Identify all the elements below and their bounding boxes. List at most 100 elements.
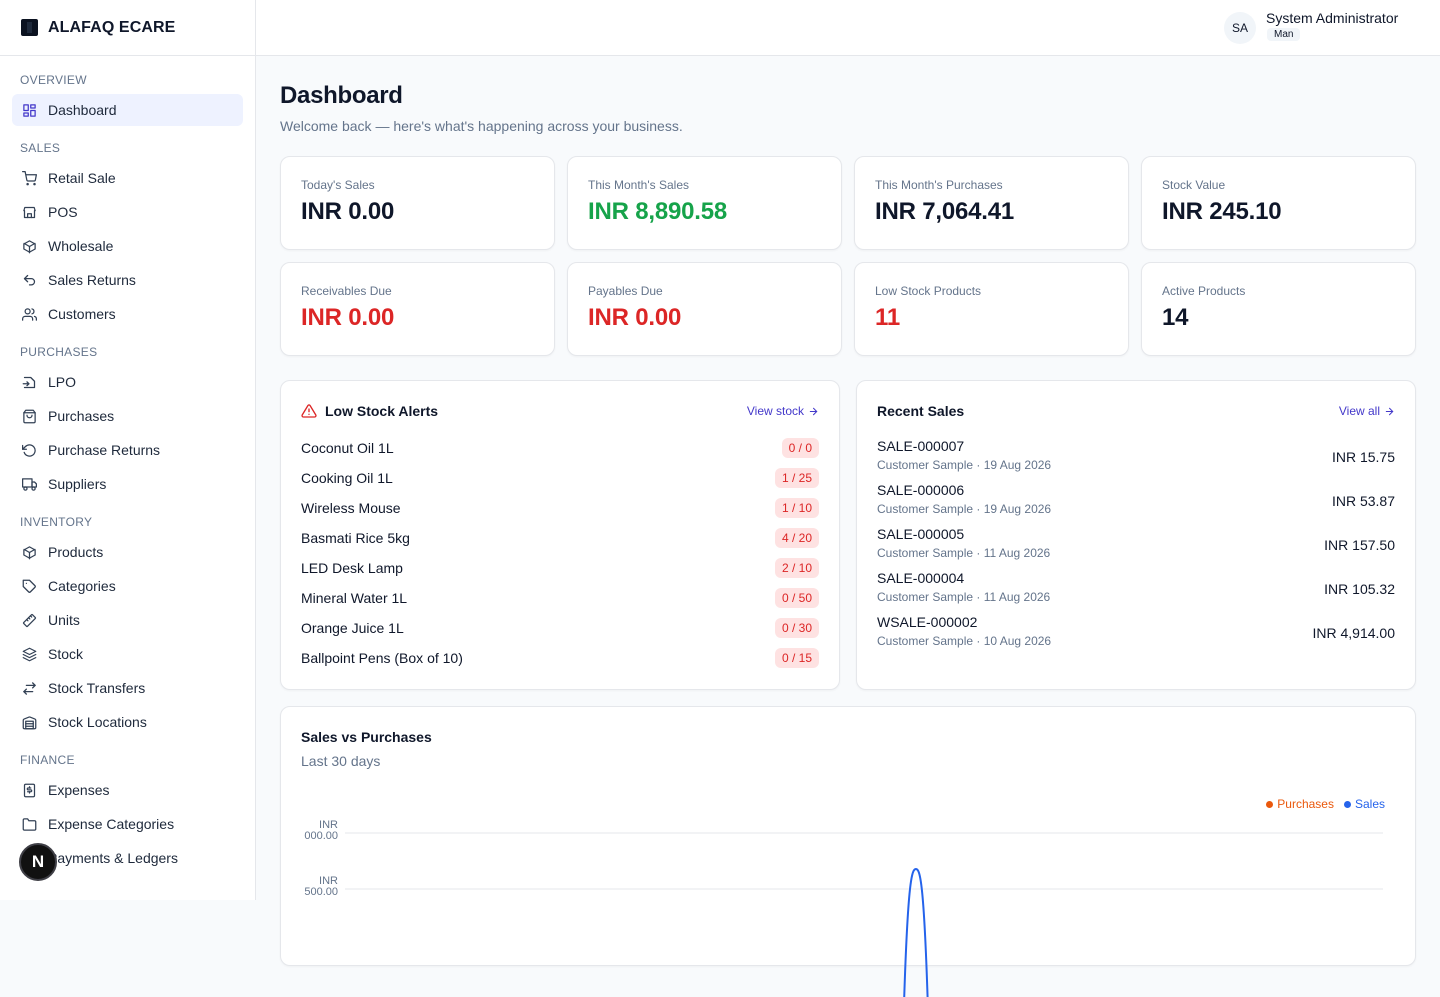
- recent-sale-row[interactable]: SALE-000006 Customer Sample · 19 Aug 2026…: [877, 482, 1395, 518]
- sale-meta: Customer Sample · 19 Aug 2026: [877, 502, 1052, 516]
- recent-sale-row[interactable]: SALE-000005 Customer Sample · 11 Aug 2026…: [877, 526, 1395, 562]
- sidebar-item-purchase-returns[interactable]: Purchase Returns: [12, 434, 243, 466]
- low-stock-row[interactable]: LED Desk Lamp 2 / 10: [301, 557, 819, 579]
- sidebar-item-purchases[interactable]: Purchases: [12, 400, 243, 432]
- low-stock-row[interactable]: Coconut Oil 1L 0 / 0: [301, 437, 819, 459]
- stat-card-active-products: Active Products 14: [1141, 262, 1416, 356]
- sidebar-item-suppliers[interactable]: Suppliers: [12, 468, 243, 500]
- recent-sale-row[interactable]: SALE-000007 Customer Sample · 19 Aug 2026…: [877, 438, 1395, 474]
- receipt-icon: [23, 783, 36, 797]
- low-stock-card: Low Stock Alerts View stock Coconut Oil …: [280, 380, 840, 690]
- product-name: Orange Juice 1L: [301, 620, 404, 636]
- tag-icon: [22, 579, 36, 593]
- sale-meta: Customer Sample · 11 Aug 2026: [877, 590, 1051, 604]
- transfer-icon: [23, 681, 36, 695]
- sidebar-item-expense-categories[interactable]: Expense Categories: [12, 808, 243, 840]
- sidebar-item-stock[interactable]: Stock: [12, 638, 243, 670]
- page-subtitle: Welcome back — here's what's happening a…: [280, 118, 683, 134]
- sidebar-item-lpo[interactable]: LPO: [12, 366, 243, 398]
- sidebar-item-label: Products: [48, 544, 104, 560]
- sidebar-item-units[interactable]: Units: [12, 604, 243, 636]
- sidebar-item-expenses[interactable]: Expenses: [12, 774, 243, 806]
- y-tick-prefix-1: INR: [319, 875, 338, 887]
- sidebar-item-label: POS: [48, 204, 78, 220]
- sidebar-item-products[interactable]: Products: [12, 536, 243, 568]
- stat-value: 14: [1162, 304, 1189, 331]
- sale-amount: INR 53.87: [1331, 493, 1395, 509]
- sale-amount: INR 15.75: [1331, 449, 1395, 465]
- stat-label: This Month's Purchases: [875, 178, 1003, 192]
- n-badge[interactable]: N: [19, 843, 57, 881]
- low-stock-row[interactable]: Wireless Mouse 1 / 10: [301, 497, 819, 519]
- sale-number: SALE-000004: [877, 570, 965, 586]
- view-stock-link[interactable]: View stock: [747, 404, 819, 418]
- product-name: Ballpoint Pens (Box of 10): [301, 650, 463, 666]
- view-all-link[interactable]: View all: [1339, 404, 1395, 418]
- nav-section-overview: OVERVIEW Dashboard: [0, 72, 255, 126]
- stat-label: Low Stock Products: [875, 284, 982, 298]
- sidebar-item-label: Dashboard: [48, 102, 117, 118]
- stat-card-receivables-due: Receivables Due INR 0.00: [280, 262, 555, 356]
- sidebar-item-label: Purchases: [48, 408, 115, 424]
- sale-number: SALE-000007: [877, 438, 965, 454]
- nav-section-title: INVENTORY: [20, 515, 93, 529]
- legend-sales-swatch: [1343, 800, 1351, 808]
- low-stock-title-text: Low Stock Alerts: [325, 403, 439, 419]
- sidebar-item-label: Stock Locations: [48, 714, 147, 730]
- dashboard-icon: [23, 103, 36, 117]
- user-name[interactable]: System Administrator: [1266, 10, 1399, 26]
- legend-purchases-label: Purchases: [1277, 797, 1334, 811]
- sidebar-item-label: Categories: [48, 578, 116, 594]
- sidebar-item-wholesale[interactable]: Wholesale: [12, 230, 243, 262]
- legend-purchases[interactable]: Purchases: [1266, 797, 1334, 811]
- sidebar-item-label: Stock Transfers: [48, 680, 146, 696]
- recent-sale-row[interactable]: WSALE-000002 Customer Sample · 10 Aug 202…: [877, 614, 1395, 650]
- sidebar-item-retail-sale[interactable]: Retail Sale: [12, 162, 243, 194]
- chart-legend: Purchases Sales: [1266, 797, 1385, 811]
- stat-label: Active Products: [1162, 284, 1246, 298]
- product-name: Wireless Mouse: [301, 500, 401, 516]
- view-all-label: View all: [1338, 404, 1380, 418]
- legend-purchases-swatch: [1266, 800, 1274, 808]
- brand-logo: [21, 19, 38, 36]
- stock-qty-badge: 0 / 15: [774, 648, 819, 668]
- sale-amount: INR 4,914.00: [1312, 625, 1396, 641]
- sidebar-item-label: Purchase Returns: [48, 442, 161, 458]
- low-stock-title: Low Stock Alerts: [301, 403, 438, 419]
- sidebar-item-customers[interactable]: Customers: [12, 298, 243, 330]
- low-stock-row[interactable]: Mineral Water 1L 0 / 50: [301, 587, 819, 609]
- brand-name: ALAFAQ ECARE: [48, 18, 176, 36]
- product-name: Basmati Rice 5kg: [301, 530, 410, 546]
- store-icon: [23, 206, 36, 218]
- sale-amount: INR 105.32: [1324, 581, 1395, 597]
- nav-section-purchases: PURCHASES LPO Purchases Purchase Returns Sup…: [0, 344, 255, 500]
- sidebar-item-label: LPO: [48, 374, 77, 390]
- low-stock-row[interactable]: Cooking Oil 1L 1 / 25: [301, 467, 819, 489]
- stat-card-low-stock-products: Low Stock Products 11: [854, 262, 1129, 356]
- arrow-right-icon: [1385, 407, 1394, 415]
- stat-label: Today's Sales: [301, 178, 375, 192]
- sidebar-item-dashboard[interactable]: Dashboard: [12, 94, 243, 126]
- recent-sale-row[interactable]: SALE-000004 Customer Sample · 11 Aug 2026…: [877, 570, 1395, 606]
- sidebar-nav: OVERVIEW Dashboard SALES Retail Sale POS Whol…: [0, 56, 255, 874]
- sidebar-item-sales-returns[interactable]: Sales Returns: [12, 264, 243, 296]
- sidebar-item-pos[interactable]: POS: [12, 196, 243, 228]
- stat-value: INR 8,890.58: [588, 198, 728, 225]
- legend-sales[interactable]: Sales: [1343, 797, 1385, 811]
- sale-number: WSALE-000002: [877, 614, 978, 630]
- avatar[interactable]: SA: [1224, 12, 1256, 44]
- low-stock-row[interactable]: Ballpoint Pens (Box of 10) 0 / 15: [301, 647, 819, 669]
- product-name: LED Desk Lamp: [301, 560, 403, 576]
- sidebar-item-stock-locations[interactable]: Stock Locations: [12, 706, 243, 738]
- sale-meta: Customer Sample · 11 Aug 2026: [877, 546, 1051, 560]
- sidebar-item-stock-transfers[interactable]: Stock Transfers: [12, 672, 243, 704]
- low-stock-row[interactable]: Orange Juice 1L 0 / 30: [301, 617, 819, 639]
- nav-section-title: OVERVIEW: [20, 73, 87, 87]
- sidebar-item-categories[interactable]: Categories: [12, 570, 243, 602]
- low-stock-row[interactable]: Basmati Rice 5kg 4 / 20: [301, 527, 819, 549]
- stat-label: Receivables Due: [301, 284, 392, 298]
- brand[interactable]: ALAFAQ ECARE: [0, 0, 255, 56]
- stock-qty-badge: 0 / 50: [774, 588, 819, 608]
- nav-section-title: SALES: [20, 141, 61, 155]
- recent-sales-card: Recent Sales View all SALE-000007 Custome…: [856, 380, 1416, 690]
